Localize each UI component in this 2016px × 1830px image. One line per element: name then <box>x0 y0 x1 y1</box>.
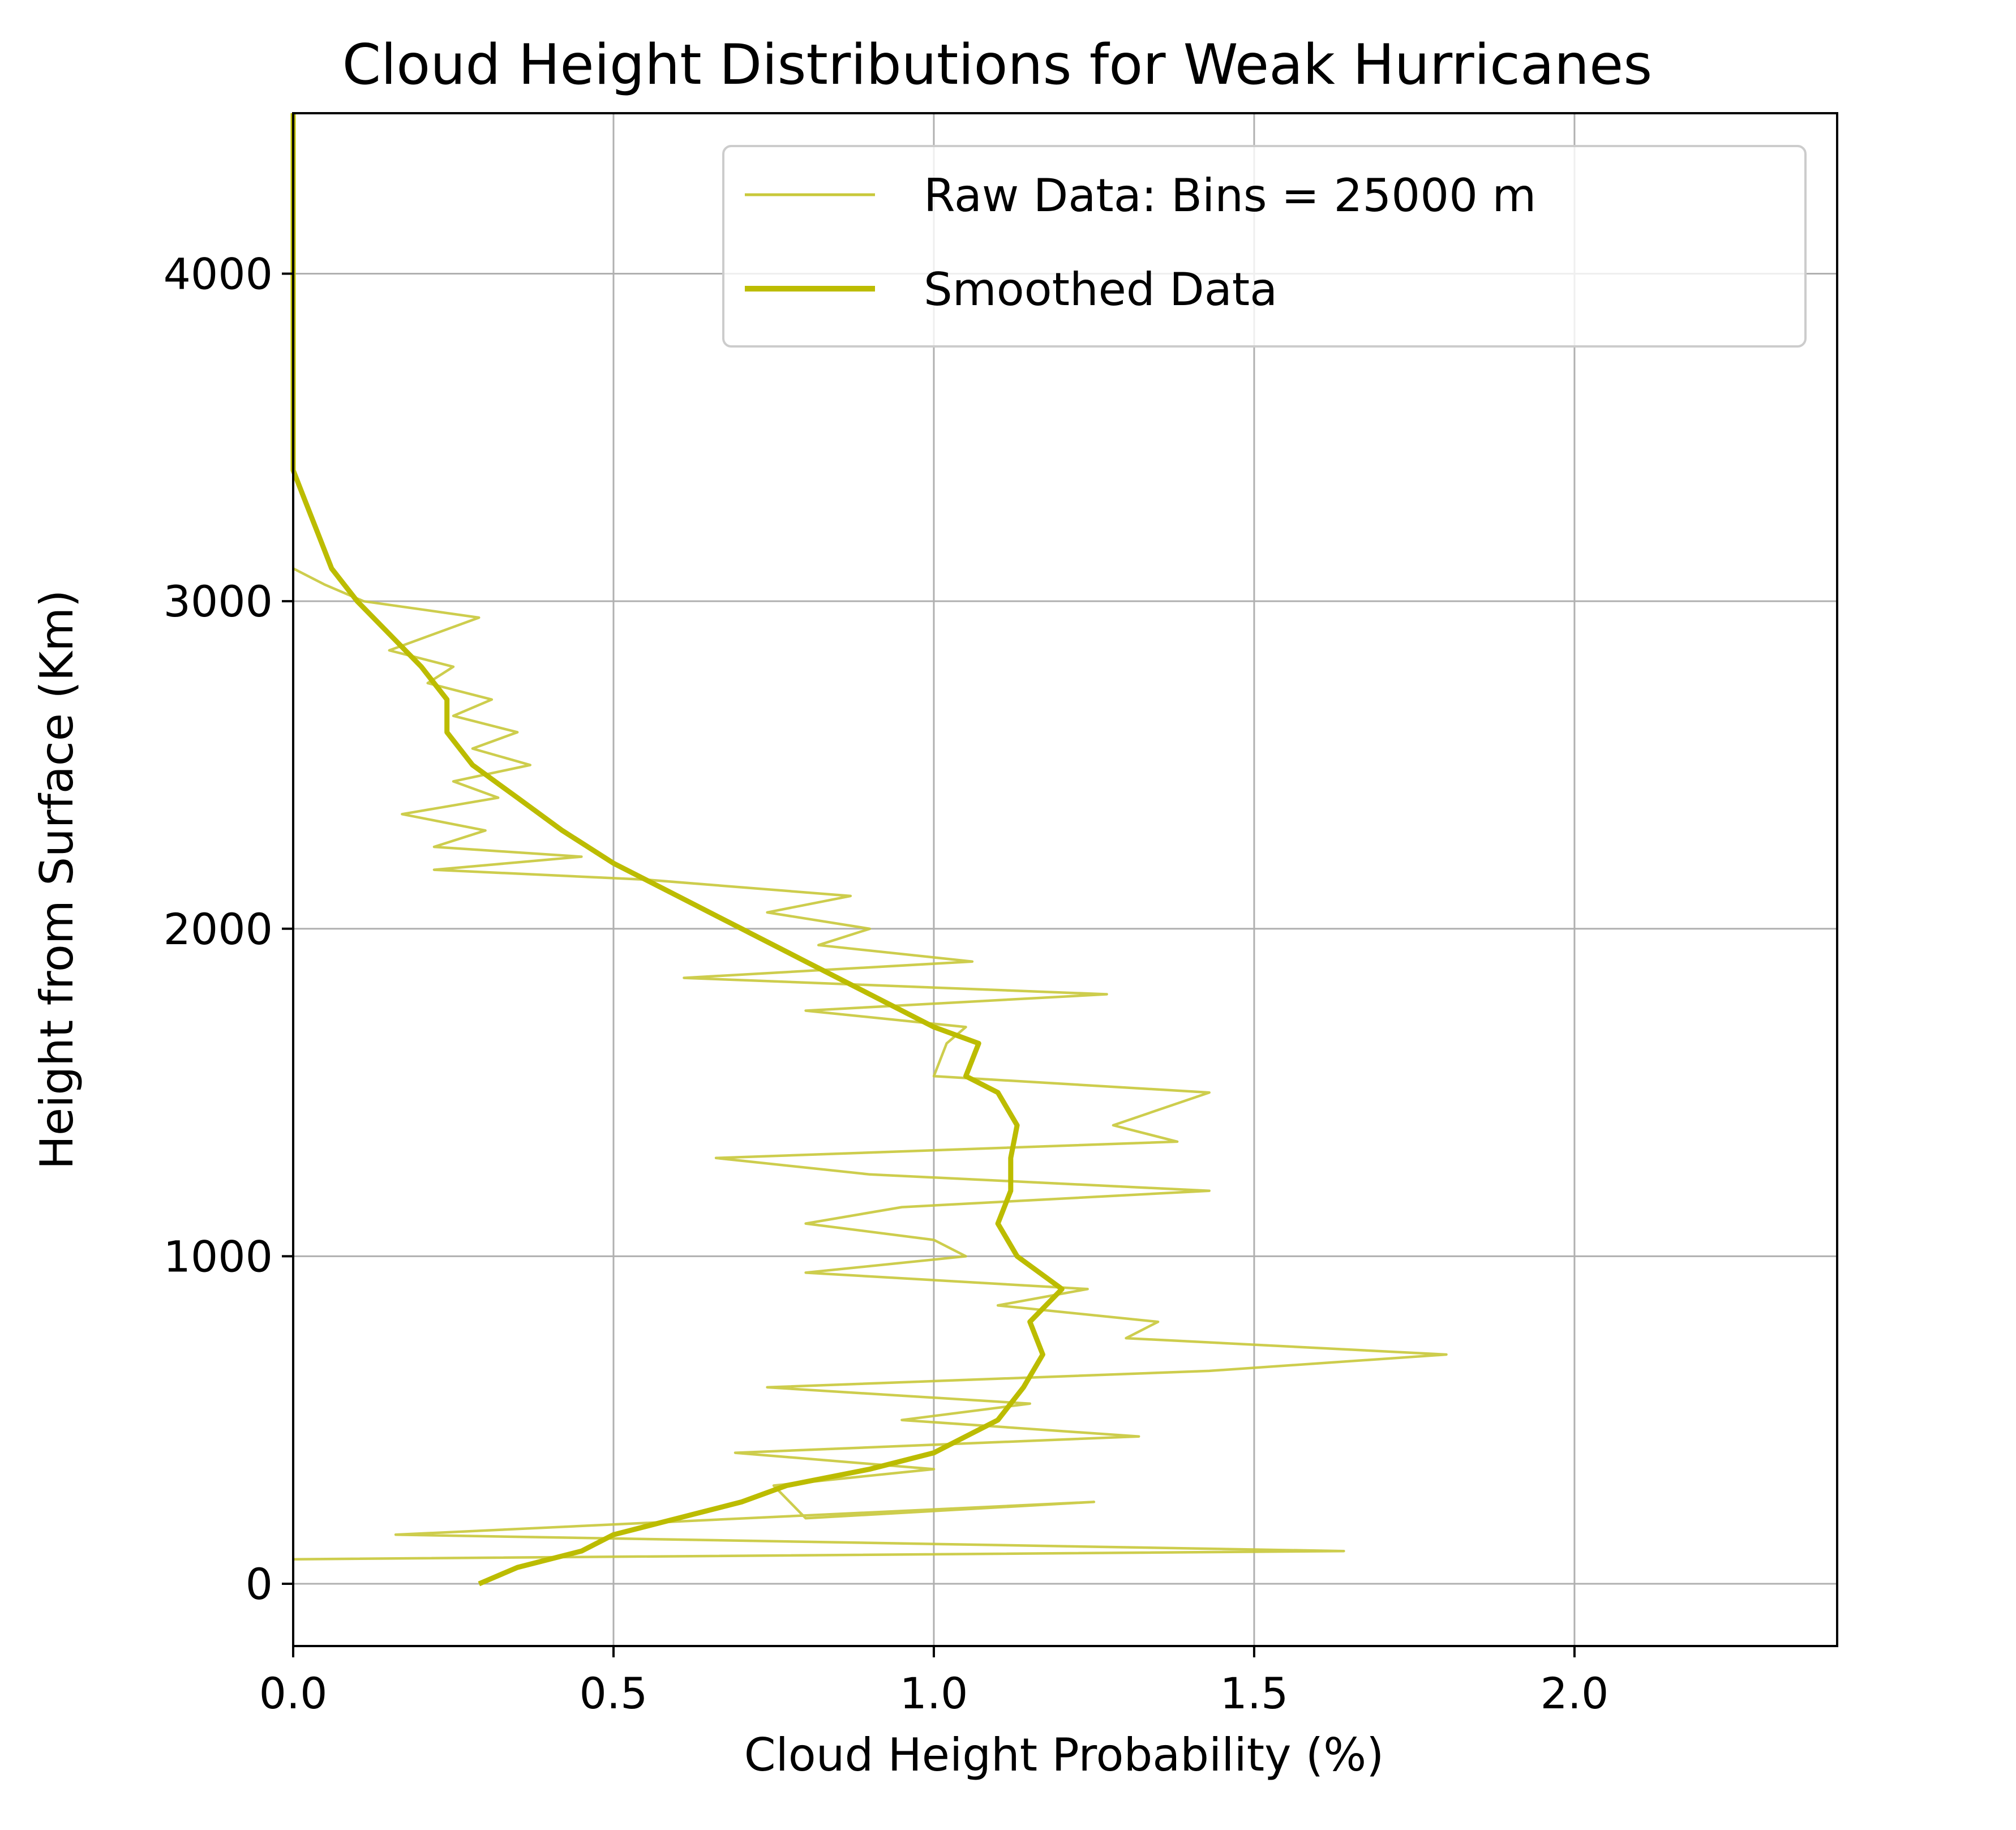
x-tick-label: 1.0 <box>900 1668 968 1718</box>
legend: Raw Data: Bins = 25000 m Smoothed Data <box>722 145 1807 348</box>
series-layer <box>290 113 1448 1587</box>
legend-label-smoothed: Smoothed Data <box>924 263 1277 316</box>
legend-box <box>722 145 1807 348</box>
x-ticks: 0.0 0.5 1.0 1.5 2.0 <box>259 1646 1608 1718</box>
plot-frame <box>292 112 1838 1647</box>
y-ticks: 0 1000 2000 3000 4000 <box>164 249 293 1609</box>
y-tick-label: 0 <box>246 1559 273 1609</box>
y-tick-label: 3000 <box>164 576 273 627</box>
x-tick-label: 0.5 <box>580 1668 648 1718</box>
y-axis-label: Height from Surface (Km) <box>31 590 83 1170</box>
y-tick-label: 1000 <box>164 1231 273 1282</box>
x-tick-label: 2.0 <box>1540 1668 1608 1718</box>
smoothed-data-line <box>290 113 1065 1587</box>
y-tick-label: 2000 <box>164 904 273 954</box>
legend-label-raw: Raw Data: Bins = 25000 m <box>924 169 1536 222</box>
y-tick-label: 4000 <box>164 249 273 299</box>
x-tick-label: 0.0 <box>259 1668 328 1718</box>
raw-data-line <box>292 567 1448 1561</box>
x-axis-label: Cloud Height Probability (%) <box>744 1729 1384 1781</box>
x-tick-label: 1.5 <box>1220 1668 1288 1718</box>
chart-title: Cloud Height Distributions for Weak Hurr… <box>342 33 1653 97</box>
